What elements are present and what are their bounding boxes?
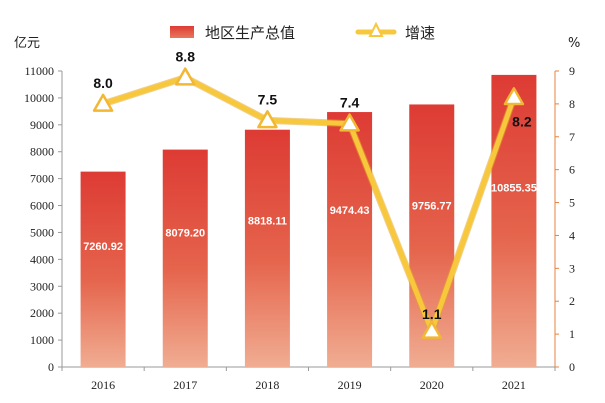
y-left-tick-label: 0 — [48, 360, 54, 374]
growth-value-label: 1.1 — [422, 306, 442, 322]
growth-value-label: 7.5 — [258, 91, 278, 107]
y-right-tick-label: 8 — [569, 97, 575, 111]
y-left-tick-label: 7000 — [30, 172, 54, 186]
y-right-tick-label: 2 — [569, 294, 575, 308]
growth-value-label: 8.0 — [93, 75, 113, 91]
y-left-tick-label: 9000 — [30, 118, 54, 132]
bar-value-label: 10855.35 — [491, 183, 537, 195]
bar — [491, 74, 537, 368]
bar-value-label: 7260.92 — [83, 241, 123, 253]
bars — [80, 74, 537, 368]
growth-point — [257, 110, 278, 129]
growth-value-label: 8.8 — [176, 49, 196, 65]
y-right-tick-label: 5 — [569, 196, 575, 210]
y-left-unit: 亿元 — [14, 36, 40, 51]
x-tick-label: 2017 — [173, 378, 197, 392]
y-left-tick-label: 10000 — [24, 91, 54, 105]
bar-value-label: 8818.11 — [248, 216, 287, 228]
y-right-tick-label: 7 — [569, 130, 575, 144]
legend-line-label: 增速 — [405, 24, 435, 42]
bar-value-label: 9756.77 — [412, 200, 452, 212]
y-right-tick-label: 6 — [569, 163, 575, 177]
bar-labels: 7260.92 8079.20 8818.11 9474.43 9756.77 10855… — [83, 183, 537, 253]
bar — [162, 149, 208, 367]
y-right-tick-label: 1 — [569, 327, 575, 341]
bar — [327, 112, 373, 368]
bar — [80, 171, 126, 367]
growth-value-label: 8.2 — [512, 113, 532, 129]
y-left-tick-label: 6000 — [30, 199, 54, 213]
y-left-tick-label: 5000 — [30, 225, 54, 239]
x-tick-label: 2021 — [502, 378, 526, 392]
y-left-tick-label: 4000 — [30, 252, 54, 266]
y-left-tick-label: 8000 — [30, 145, 54, 159]
y-right-tick-label: 9 — [569, 64, 575, 78]
y-right-tick-label: 3 — [569, 261, 575, 275]
growth-point — [421, 320, 442, 339]
x-tick-label: 2020 — [420, 378, 444, 392]
growth-value-label: 7.4 — [340, 95, 360, 111]
x-ticks: 2016 2017 2018 2019 2020 2021 — [61, 367, 556, 392]
legend-line-marker — [368, 21, 384, 37]
y-left-tick-label: 11000 — [24, 64, 54, 78]
y-left-tick-label: 2000 — [30, 306, 54, 320]
y-right-tick-label: 4 — [569, 228, 575, 242]
legend-bar-label: 地区生产总值 — [205, 24, 295, 42]
growth-line-path — [100, 75, 517, 334]
y-right-ticks: 0 1 2 3 4 5 6 7 8 9 — [555, 64, 575, 374]
growth-point — [339, 113, 360, 132]
y-right-unit: % — [568, 36, 580, 51]
y-left-tick-label: 3000 — [30, 279, 54, 293]
x-tick-label: 2018 — [255, 378, 279, 392]
y-left-tick-label: 1000 — [30, 333, 54, 347]
growth-point — [503, 87, 525, 106]
growth-line — [92, 67, 525, 339]
bar — [244, 129, 290, 367]
y-right-tick-label: 0 — [569, 360, 575, 374]
x-tick-label: 2019 — [338, 378, 362, 392]
legend: 地区生产总值 增速 — [170, 21, 435, 42]
growth-point — [92, 93, 114, 112]
growth-point — [175, 67, 196, 86]
x-tick-label: 2016 — [91, 378, 115, 392]
legend-bar-swatch — [170, 26, 194, 38]
bar-value-label: 8079.20 — [165, 228, 205, 240]
bar-value-label: 9474.43 — [330, 205, 370, 217]
rate-labels: 8.0 8.8 7.5 7.4 1.1 8.2 — [93, 49, 532, 322]
y-left-ticks: 0 1000 2000 3000 4000 5000 6000 7000 8000 9000 100… — [24, 64, 62, 374]
